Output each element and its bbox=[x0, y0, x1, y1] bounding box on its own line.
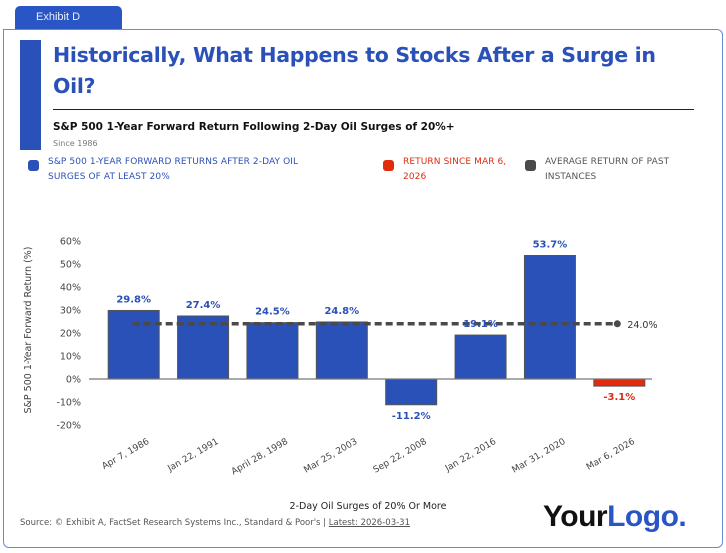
legend-item-forward-returns[interactable]: S&P 500 1-YEAR FORWARD RETURNS AFTER 2-D… bbox=[28, 155, 348, 185]
legend-label: S&P 500 1-YEAR FORWARD RETURNS AFTER 2-D… bbox=[48, 157, 299, 182]
title-divider bbox=[53, 109, 694, 110]
average-line-end-marker bbox=[613, 320, 621, 328]
y-tick-label: 40% bbox=[60, 283, 81, 294]
data-label: 27.4% bbox=[186, 300, 221, 311]
legend-swatch-blue-icon bbox=[28, 160, 39, 171]
x-tick-label: Apr 7, 1986 bbox=[100, 437, 151, 472]
since-note: Since 1986 bbox=[53, 139, 98, 148]
latest-date-link[interactable]: Latest: 2026-03-31 bbox=[328, 518, 410, 528]
y-tick-label: 20% bbox=[60, 329, 81, 340]
x-tick-label: Mar 6, 2026 bbox=[585, 437, 637, 473]
page-title: Historically, What Happens to Stocks Aft… bbox=[53, 43, 656, 98]
bar-forward-return[interactable] bbox=[107, 309, 160, 380]
data-label: -11.2% bbox=[392, 411, 431, 422]
bar-forward-return[interactable] bbox=[385, 378, 438, 406]
bar-forward-return[interactable] bbox=[454, 334, 507, 380]
logo-part-2: Logo. bbox=[607, 500, 687, 533]
y-tick-label: 10% bbox=[60, 352, 81, 363]
brand-logo: YourLogo. bbox=[543, 500, 687, 534]
legend-item-return-since[interactable]: RETURN SINCE MAR 6, 2026 bbox=[383, 155, 523, 185]
x-tick-label: Jan 22, 2016 bbox=[443, 437, 498, 475]
x-tick-label: Jan 22, 1991 bbox=[165, 437, 220, 475]
average-value-label: 24.0% bbox=[627, 320, 657, 331]
legend-item-average[interactable]: AVERAGE RETURN OF PAST INSTANCES bbox=[525, 155, 705, 185]
y-tick-label: 60% bbox=[60, 237, 81, 248]
x-tick-label: April 28, 1998 bbox=[230, 437, 290, 478]
source-footer: Source: © Exhibit A, FactSet Research Sy… bbox=[20, 518, 410, 528]
chart-card bbox=[3, 29, 723, 548]
x-tick-label: Sep 22, 2008 bbox=[372, 437, 429, 476]
data-label: 53.7% bbox=[533, 239, 568, 250]
logo-part-1: Your bbox=[543, 500, 608, 533]
legend-label: RETURN SINCE MAR 6, 2026 bbox=[403, 157, 507, 182]
y-tick-label: -20% bbox=[56, 421, 81, 432]
legend-swatch-red-icon bbox=[383, 160, 394, 171]
exhibit-tab-label: Exhibit D bbox=[36, 11, 81, 23]
y-axis-label: S&P 500 1-Year Forward Return (%) bbox=[23, 246, 34, 413]
x-axis-label: 2-Day Oil Surges of 20% Or More bbox=[290, 501, 447, 512]
bar-return-since[interactable] bbox=[593, 378, 646, 387]
x-tick-label: Mar 25, 2003 bbox=[302, 437, 359, 476]
title-accent-bar bbox=[20, 40, 41, 150]
bar-forward-return[interactable] bbox=[523, 254, 576, 380]
legend-swatch-gray-icon bbox=[525, 160, 536, 171]
y-tick-label: 50% bbox=[60, 260, 81, 271]
bar-forward-return[interactable] bbox=[246, 322, 299, 380]
data-label: 19.1% bbox=[463, 319, 498, 330]
x-tick-label: Mar 31, 2020 bbox=[511, 437, 568, 476]
y-tick-label: -10% bbox=[56, 398, 81, 409]
bar-forward-return[interactable] bbox=[315, 321, 368, 380]
y-tick-label: 30% bbox=[60, 306, 81, 317]
exhibit-tab[interactable]: Exhibit D bbox=[15, 6, 122, 29]
chart-subtitle: S&P 500 1-Year Forward Return Following … bbox=[53, 121, 455, 133]
data-label: 24.5% bbox=[255, 307, 290, 318]
data-label: 29.8% bbox=[116, 294, 151, 305]
y-tick-label: 0% bbox=[66, 375, 81, 386]
legend-label: AVERAGE RETURN OF PAST INSTANCES bbox=[545, 157, 670, 182]
source-text: Source: © Exhibit A, FactSet Research Sy… bbox=[20, 518, 329, 528]
data-label: -3.1% bbox=[603, 392, 635, 403]
data-label: 24.8% bbox=[324, 306, 359, 317]
